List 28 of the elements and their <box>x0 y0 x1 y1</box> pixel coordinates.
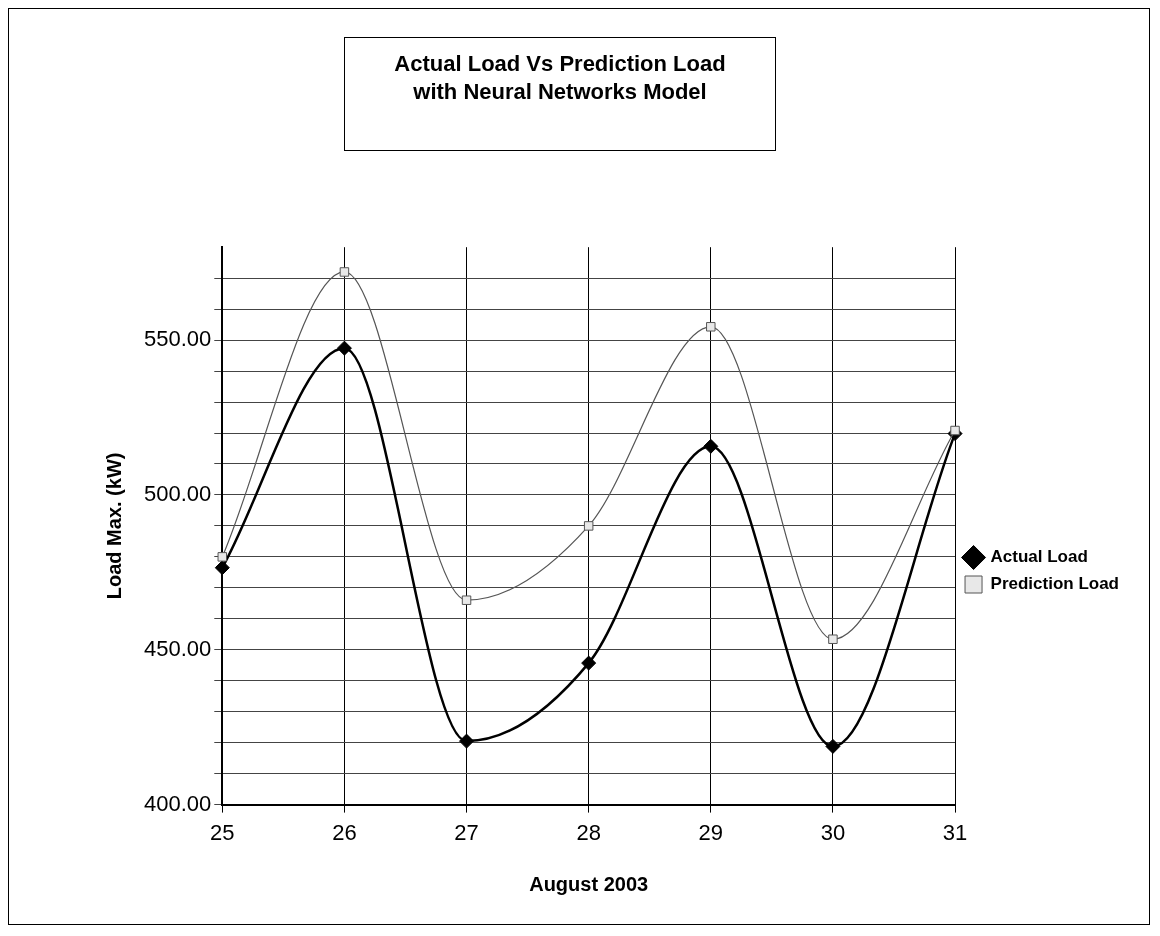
x-tick-label: 29 <box>698 819 724 845</box>
y-tick-label: 550.00 <box>143 326 212 352</box>
point <box>706 322 716 332</box>
legend-label: Prediction Load <box>990 574 1120 594</box>
point <box>214 560 230 576</box>
point <box>581 655 597 671</box>
legend-label: Actual Load <box>990 547 1088 567</box>
point <box>825 738 841 754</box>
point <box>339 267 350 277</box>
point <box>217 552 228 562</box>
x-tick-label: 26 <box>332 819 357 845</box>
x-tick-label: 28 <box>576 819 601 845</box>
x-tick-label: 25 <box>210 819 235 845</box>
y-tick-label: 500.00 <box>143 481 212 506</box>
point <box>459 733 475 749</box>
point <box>828 634 838 644</box>
point <box>461 595 472 605</box>
x-tick-label: 27 <box>454 819 479 845</box>
y-axis-title: Load Max. (kW) <box>102 452 125 600</box>
x-tick-label: 30 <box>820 819 846 845</box>
x-tick-label: 31 <box>942 819 968 845</box>
point <box>336 340 352 356</box>
point <box>703 438 719 454</box>
x-axis-title: August 2003 <box>529 872 649 895</box>
y-tick-label: 450.00 <box>143 635 212 661</box>
chart-title: Actual Load Vs Prediction Load with Neural Networks Model <box>344 37 776 151</box>
y-tick-label: 400.00 <box>143 790 212 816</box>
point <box>583 521 594 531</box>
